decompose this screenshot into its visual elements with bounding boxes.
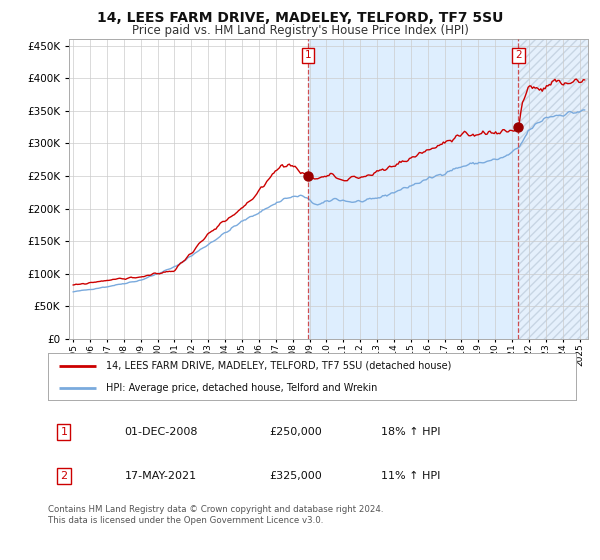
Text: 14, LEES FARM DRIVE, MADELEY, TELFORD, TF7 5SU: 14, LEES FARM DRIVE, MADELEY, TELFORD, T… (97, 11, 503, 25)
Text: 1: 1 (61, 427, 67, 437)
Text: HPI: Average price, detached house, Telford and Wrekin: HPI: Average price, detached house, Telf… (106, 382, 377, 393)
Bar (69, 39, 308, 339)
Text: £250,000: £250,000 (270, 427, 323, 437)
Text: 11% ↑ HPI: 11% ↑ HPI (380, 472, 440, 481)
Bar (308, 39, 518, 339)
Text: £325,000: £325,000 (270, 472, 323, 481)
Text: 2: 2 (60, 472, 67, 481)
Text: Contains HM Land Registry data © Crown copyright and database right 2024.
This d: Contains HM Land Registry data © Crown c… (48, 505, 383, 525)
Text: 17-MAY-2021: 17-MAY-2021 (125, 472, 197, 481)
Text: 18% ↑ HPI: 18% ↑ HPI (380, 427, 440, 437)
Text: 2: 2 (515, 50, 522, 60)
Text: Price paid vs. HM Land Registry's House Price Index (HPI): Price paid vs. HM Land Registry's House … (131, 24, 469, 36)
Text: 14, LEES FARM DRIVE, MADELEY, TELFORD, TF7 5SU (detached house): 14, LEES FARM DRIVE, MADELEY, TELFORD, T… (106, 361, 451, 371)
Bar (518, 13, 588, 339)
Text: 01-DEC-2008: 01-DEC-2008 (125, 427, 198, 437)
Text: 1: 1 (305, 50, 311, 60)
